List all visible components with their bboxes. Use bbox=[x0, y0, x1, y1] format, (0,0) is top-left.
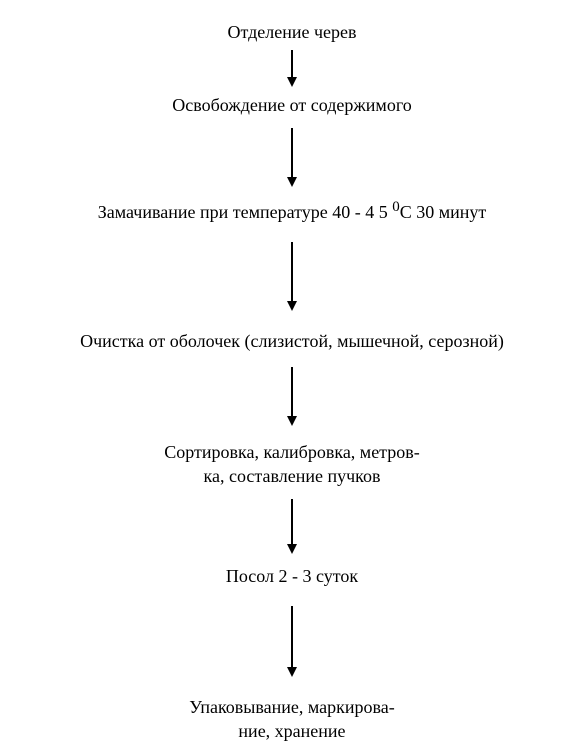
flow-node-6-line-0: Упаковывание, маркирова- bbox=[189, 695, 395, 719]
flow-node-5: Посол 2 - 3 суток bbox=[226, 564, 358, 588]
arrow-line-5 bbox=[291, 606, 293, 668]
arrow-head-0 bbox=[287, 77, 297, 87]
arrow-head-1 bbox=[287, 177, 297, 187]
flow-node-1: Освобождение от содержимого bbox=[172, 93, 412, 117]
arrow-head-2 bbox=[287, 301, 297, 311]
arrow-5 bbox=[287, 606, 297, 677]
arrow-2 bbox=[287, 242, 297, 311]
arrow-1 bbox=[287, 128, 297, 187]
arrow-line-4 bbox=[291, 499, 293, 545]
flow-node-6-line-1: ние, хранение bbox=[189, 719, 395, 743]
arrow-line-0 bbox=[291, 50, 293, 78]
flow-node-4: Сортировка, калибровка, метров-ка, соста… bbox=[164, 440, 420, 489]
arrow-head-5 bbox=[287, 667, 297, 677]
flow-node-4-line-1: ка, составление пучков bbox=[164, 464, 420, 488]
arrow-line-3 bbox=[291, 367, 293, 417]
flow-node-6: Упаковывание, маркирова-ние, хранение bbox=[189, 695, 395, 744]
arrow-line-1 bbox=[291, 128, 293, 178]
arrow-4 bbox=[287, 499, 297, 554]
flow-node-2: Замачивание при температуре 40 - 4 5 0С … bbox=[98, 197, 487, 224]
flow-node-0: Отделение черев bbox=[227, 20, 356, 44]
arrow-3 bbox=[287, 367, 297, 426]
arrow-line-2 bbox=[291, 242, 293, 302]
flow-node-3: Очистка от оболочек (слизистой, мышечной… bbox=[80, 329, 504, 353]
flowchart-root: Отделение черев Освобождение от содержимо… bbox=[80, 20, 504, 744]
arrow-head-3 bbox=[287, 416, 297, 426]
arrow-head-4 bbox=[287, 544, 297, 554]
arrow-0 bbox=[287, 50, 297, 87]
flow-node-4-line-0: Сортировка, калибровка, метров- bbox=[164, 440, 420, 464]
